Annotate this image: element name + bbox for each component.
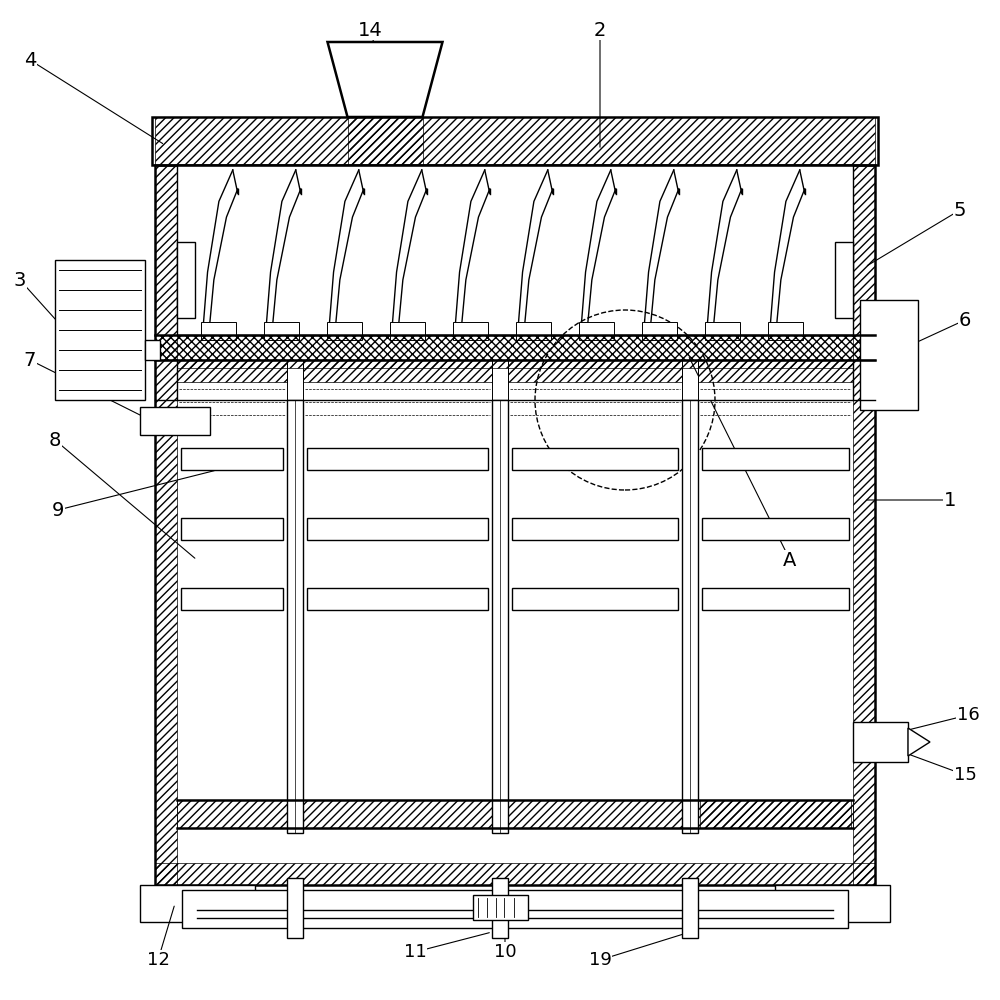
Bar — [702, 448, 849, 470]
Text: 10: 10 — [494, 943, 516, 961]
Text: 6: 6 — [959, 310, 971, 330]
Bar — [140, 407, 210, 435]
Bar — [853, 722, 908, 762]
Bar — [152, 117, 878, 165]
Bar — [287, 400, 303, 833]
Bar — [512, 518, 678, 540]
Bar — [177, 800, 853, 828]
Bar — [177, 241, 195, 318]
Bar — [201, 322, 236, 340]
Bar — [155, 165, 177, 885]
Bar — [512, 448, 678, 470]
Polygon shape — [908, 728, 930, 756]
Text: 16: 16 — [957, 706, 979, 724]
Bar — [512, 588, 678, 610]
Text: 2: 2 — [594, 20, 606, 39]
Bar — [307, 588, 488, 610]
Bar — [835, 241, 853, 318]
Polygon shape — [328, 42, 442, 117]
Bar — [702, 588, 849, 610]
Bar — [177, 360, 287, 382]
Text: 9: 9 — [52, 500, 64, 520]
Bar — [705, 322, 740, 340]
Bar — [287, 878, 303, 938]
Bar — [860, 300, 918, 410]
Bar — [327, 322, 362, 340]
Bar — [155, 335, 875, 360]
Bar — [155, 165, 875, 885]
Bar — [700, 800, 851, 828]
Bar — [698, 360, 853, 382]
Text: 4: 4 — [24, 50, 36, 70]
Bar — [492, 400, 508, 833]
Text: 19: 19 — [589, 951, 611, 969]
Bar — [775, 885, 890, 922]
Text: 5: 5 — [954, 200, 966, 220]
Bar — [453, 322, 488, 340]
Bar — [508, 360, 682, 382]
Bar — [348, 112, 423, 165]
Bar — [698, 360, 853, 400]
Bar — [682, 400, 698, 833]
Text: A: A — [783, 550, 797, 570]
Bar — [682, 878, 698, 938]
Bar — [140, 885, 255, 922]
Bar — [307, 518, 488, 540]
Bar — [579, 322, 614, 340]
Bar — [768, 322, 803, 340]
Bar — [492, 878, 508, 938]
Bar — [307, 448, 488, 470]
Text: 12: 12 — [147, 951, 169, 969]
Bar — [145, 340, 160, 360]
Bar — [155, 117, 875, 165]
Bar — [390, 322, 425, 340]
Bar — [473, 895, 528, 920]
Bar — [155, 863, 875, 885]
Text: 14: 14 — [358, 20, 382, 39]
Text: 1: 1 — [944, 490, 956, 510]
Bar — [303, 360, 492, 400]
Text: 3: 3 — [14, 270, 26, 290]
Bar — [264, 322, 299, 340]
Bar — [182, 890, 848, 928]
Text: 7: 7 — [24, 351, 36, 369]
Text: 8: 8 — [49, 430, 61, 450]
Bar — [181, 588, 283, 610]
Bar — [516, 322, 551, 340]
Text: 11: 11 — [404, 943, 426, 961]
Bar — [702, 518, 849, 540]
Bar — [55, 260, 145, 400]
Bar — [181, 448, 283, 470]
Bar — [303, 360, 492, 382]
Bar — [853, 165, 875, 885]
Bar — [181, 518, 283, 540]
Bar — [177, 360, 287, 400]
Bar — [177, 360, 853, 368]
Bar — [508, 360, 682, 400]
Bar — [642, 322, 677, 340]
Text: 15: 15 — [954, 766, 976, 784]
Bar — [177, 165, 853, 335]
